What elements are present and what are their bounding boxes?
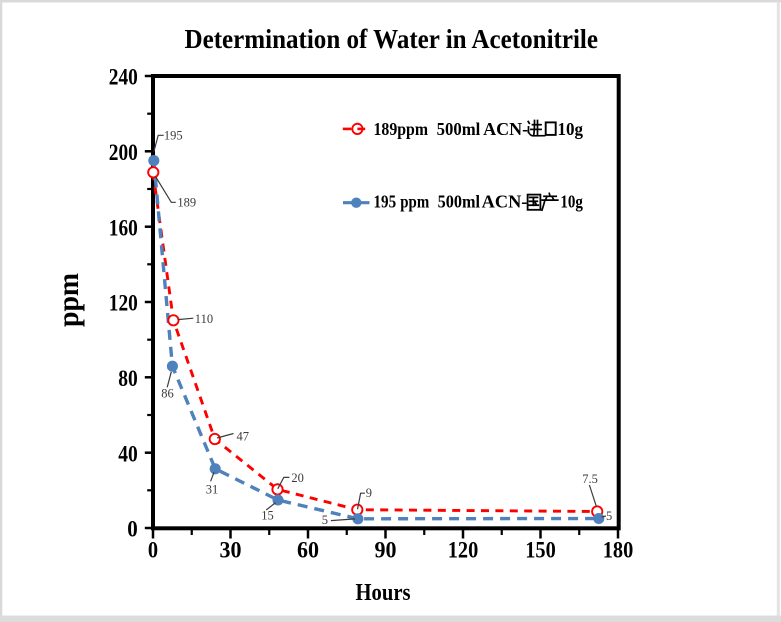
svg-text:80: 80 bbox=[118, 366, 138, 391]
svg-text:ACN-: ACN- bbox=[483, 119, 528, 139]
svg-text:9: 9 bbox=[366, 486, 372, 500]
svg-text:86: 86 bbox=[161, 386, 174, 400]
svg-text:47: 47 bbox=[237, 430, 250, 444]
svg-text:31: 31 bbox=[206, 482, 219, 496]
svg-text:195: 195 bbox=[164, 129, 183, 143]
svg-text:ppm: ppm bbox=[52, 273, 85, 327]
svg-text:30: 30 bbox=[220, 537, 242, 562]
svg-text:Hours: Hours bbox=[356, 579, 411, 606]
svg-text:5: 5 bbox=[606, 509, 612, 523]
svg-text:5: 5 bbox=[322, 513, 328, 527]
svg-text:ppm: ppm bbox=[400, 191, 429, 211]
svg-text:180: 180 bbox=[603, 537, 634, 562]
svg-text:0: 0 bbox=[148, 537, 158, 562]
svg-text:200: 200 bbox=[109, 140, 138, 165]
svg-text:60: 60 bbox=[297, 537, 319, 562]
svg-text:189ppm: 189ppm bbox=[374, 119, 429, 139]
svg-text:10g: 10g bbox=[560, 191, 583, 211]
svg-text:90: 90 bbox=[375, 537, 397, 562]
svg-text:110: 110 bbox=[195, 312, 213, 326]
svg-text:500ml: 500ml bbox=[438, 191, 481, 211]
svg-text:120: 120 bbox=[109, 291, 138, 316]
svg-text:7.5: 7.5 bbox=[582, 472, 598, 486]
svg-text:160: 160 bbox=[109, 215, 138, 240]
svg-text:40: 40 bbox=[118, 441, 138, 466]
svg-text:10g: 10g bbox=[558, 119, 584, 139]
svg-text:15: 15 bbox=[261, 509, 274, 523]
svg-text:Determination of Water in Acet: Determination of Water in Acetonitrile bbox=[185, 23, 599, 54]
svg-text:20: 20 bbox=[291, 471, 304, 485]
svg-text:120: 120 bbox=[448, 537, 479, 562]
svg-text:240: 240 bbox=[109, 65, 138, 90]
svg-text:500ml: 500ml bbox=[437, 119, 481, 139]
svg-text:189: 189 bbox=[177, 196, 196, 210]
svg-text:ACN-: ACN- bbox=[482, 191, 528, 211]
svg-text:195: 195 bbox=[374, 191, 397, 211]
svg-text:0: 0 bbox=[127, 517, 138, 542]
svg-text:150: 150 bbox=[525, 537, 556, 562]
